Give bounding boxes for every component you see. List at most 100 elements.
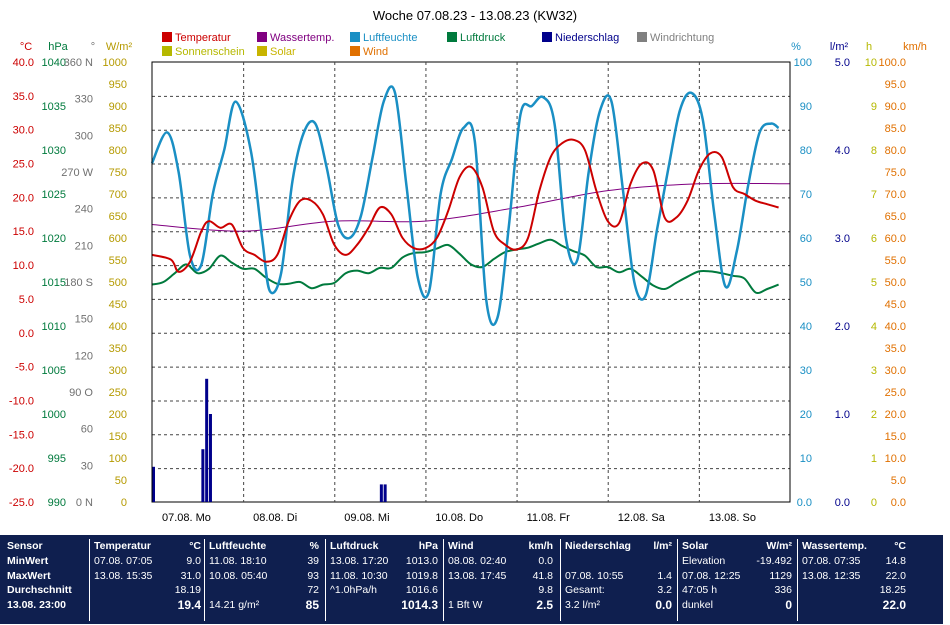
legend-swatch [257,32,267,42]
axis-tick-label: 35.0 [885,343,906,355]
min-value-label: 08.08. 02:40 [448,554,507,567]
axis-tick-label: 900 [109,101,127,113]
min-value: -19.492 [756,554,792,567]
temperature-line [151,138,779,273]
column-header: W/m² [766,540,792,552]
axis-tick-label: 0.0 [19,328,34,340]
max-value-label: 10.08. 05:40 [209,569,268,582]
axis-tick-label: 95.0 [885,79,906,91]
max-value-label: 13.08. 15:35 [94,569,153,582]
summary-table: Sensor MinWert MaxWert Durchschnitt 13.0… [0,535,943,624]
divider [443,539,444,621]
table-row: 18.25 [802,583,906,598]
legend-label: Wind [363,46,388,58]
column-header-label: Wind [448,540,474,552]
divider [797,539,798,621]
legend-swatch [257,46,267,56]
axis-tick-label: 80.0 [885,145,906,157]
axis-tick-label: 990 [48,497,66,509]
average-value: 336 [774,584,792,597]
max-value-label: 07.08. 12:25 [682,569,741,582]
average-value: 18.25 [879,584,906,597]
axis-tick-label: -15.0 [9,429,34,441]
column-header-label: Solar [682,540,709,552]
axis-tick-label: 65.0 [885,211,906,223]
min-value-label: 13.08. 17:20 [330,554,389,567]
axis-tick-label: 180 S [64,277,93,289]
axis-unit-label: W/m² [106,41,133,53]
axis-tick-label: -10.0 [9,395,34,407]
min-value-label: 07.08. 07:05 [94,554,153,567]
axis-tick-label: 1005 [42,365,66,377]
table-row: 13.08. 15:35 31.0 [94,569,201,584]
current-value: 22.0 [882,598,906,613]
axis-tick-label: 150 [75,314,93,326]
axis-tick-label: 60 [81,424,93,436]
table-row: 07.08. 07:05 9.0 [94,554,201,569]
axis-tick-label: 120 [75,350,93,362]
min-value-label: 07.08. 07:35 [802,554,861,567]
axis-tick-label: 5 [871,277,877,289]
axis-tick-label: 2.0 [835,321,850,333]
axis-tick-label: 350 [109,343,127,355]
axis-tick-label: 0.0 [797,497,812,509]
divider [325,539,326,621]
column-header-label: Luftdruck [330,540,379,552]
x-axis-label: 09.08. Mi [344,512,389,524]
table-row: 72 [209,583,319,598]
average-value: 9.8 [538,584,553,597]
max-value-label: 11.08. 10:30 [330,569,388,582]
table-row: 14.21 g/m² 85 [209,598,319,613]
axis-tick-label: 450 [109,299,127,311]
x-axis-label: 08.08. Di [253,512,297,524]
axis-tick-label: 45.0 [885,299,906,311]
axis-tick-label: 240 [75,204,93,216]
axis-tick-label: 5.0 [835,57,850,69]
axis-tick-label: 20.0 [13,192,34,204]
axis-tick-label: 50 [800,277,812,289]
average-value: 18.19 [174,584,201,597]
table-column: Wassertemp. °C 07.08. 07:35 14.8 13.08. 12:3… [802,539,906,621]
axis-tick-label: 550 [109,255,127,267]
axis-tick-label: 1040 [42,57,66,69]
divider [89,539,90,621]
table-row: Temperatur °C [94,539,201,554]
min-value-label: 11.08. 18:10 [209,554,267,567]
axis-unit-label: h [866,41,872,53]
row-label-current: 13.08. 23:00 [7,599,66,612]
precipitation-bar [205,378,209,502]
axis-tick-label: 8 [871,145,877,157]
table-row: 13.08. 12:35 22.0 [802,569,906,584]
min-value: 14.8 [885,554,906,567]
water-temperature-line [151,182,791,232]
axis-tick-label: 210 [75,240,93,252]
table-column: Luftfeuchte% 11.08. 18:10 39 10.08. 05:40 93… [209,539,319,621]
legend-label: Windrichtung [650,32,714,44]
axis-tick-label: 55.0 [885,255,906,267]
max-value: 41.8 [532,569,553,582]
axis-tick-label: 90.0 [885,101,906,113]
column-header: °C [894,540,906,552]
average-value: 1016.6 [405,584,438,597]
axis-tick-label: -5.0 [15,362,34,374]
precipitation-bar [201,449,205,502]
table-row: Luftdruck hPa [330,539,438,554]
x-axis-label: 07.08. Mo [162,512,211,524]
axis-tick-label: 300 [75,130,93,142]
axis-tick-label: 0.0 [891,497,906,509]
table-row: 3.2 l/m² 0.0 [565,598,672,613]
axis-tick-label: 3.0 [835,233,850,245]
axis-tick-label: 0 [871,497,877,509]
axis-tick-label: 85.0 [885,123,906,135]
axis-tick-label: 0.0 [835,497,850,509]
axis-tick-label: 15.0 [13,226,34,238]
axis-tick-label: 90 [800,101,812,113]
axis-tick-label: -20.0 [9,463,34,475]
table-row: 07.08. 12:25 1129 [682,569,792,584]
axis-tick-label: 50 [115,475,127,487]
axis-tick-label: 9 [871,101,877,113]
table-column: Solar W/m² Elevation -19.492 07.08. 12:25 112… [682,539,792,621]
table-row: Luftfeuchte% [209,539,319,554]
axis-unit-label: km/h [903,41,927,53]
axis-tick-label: 360 N [64,57,93,69]
